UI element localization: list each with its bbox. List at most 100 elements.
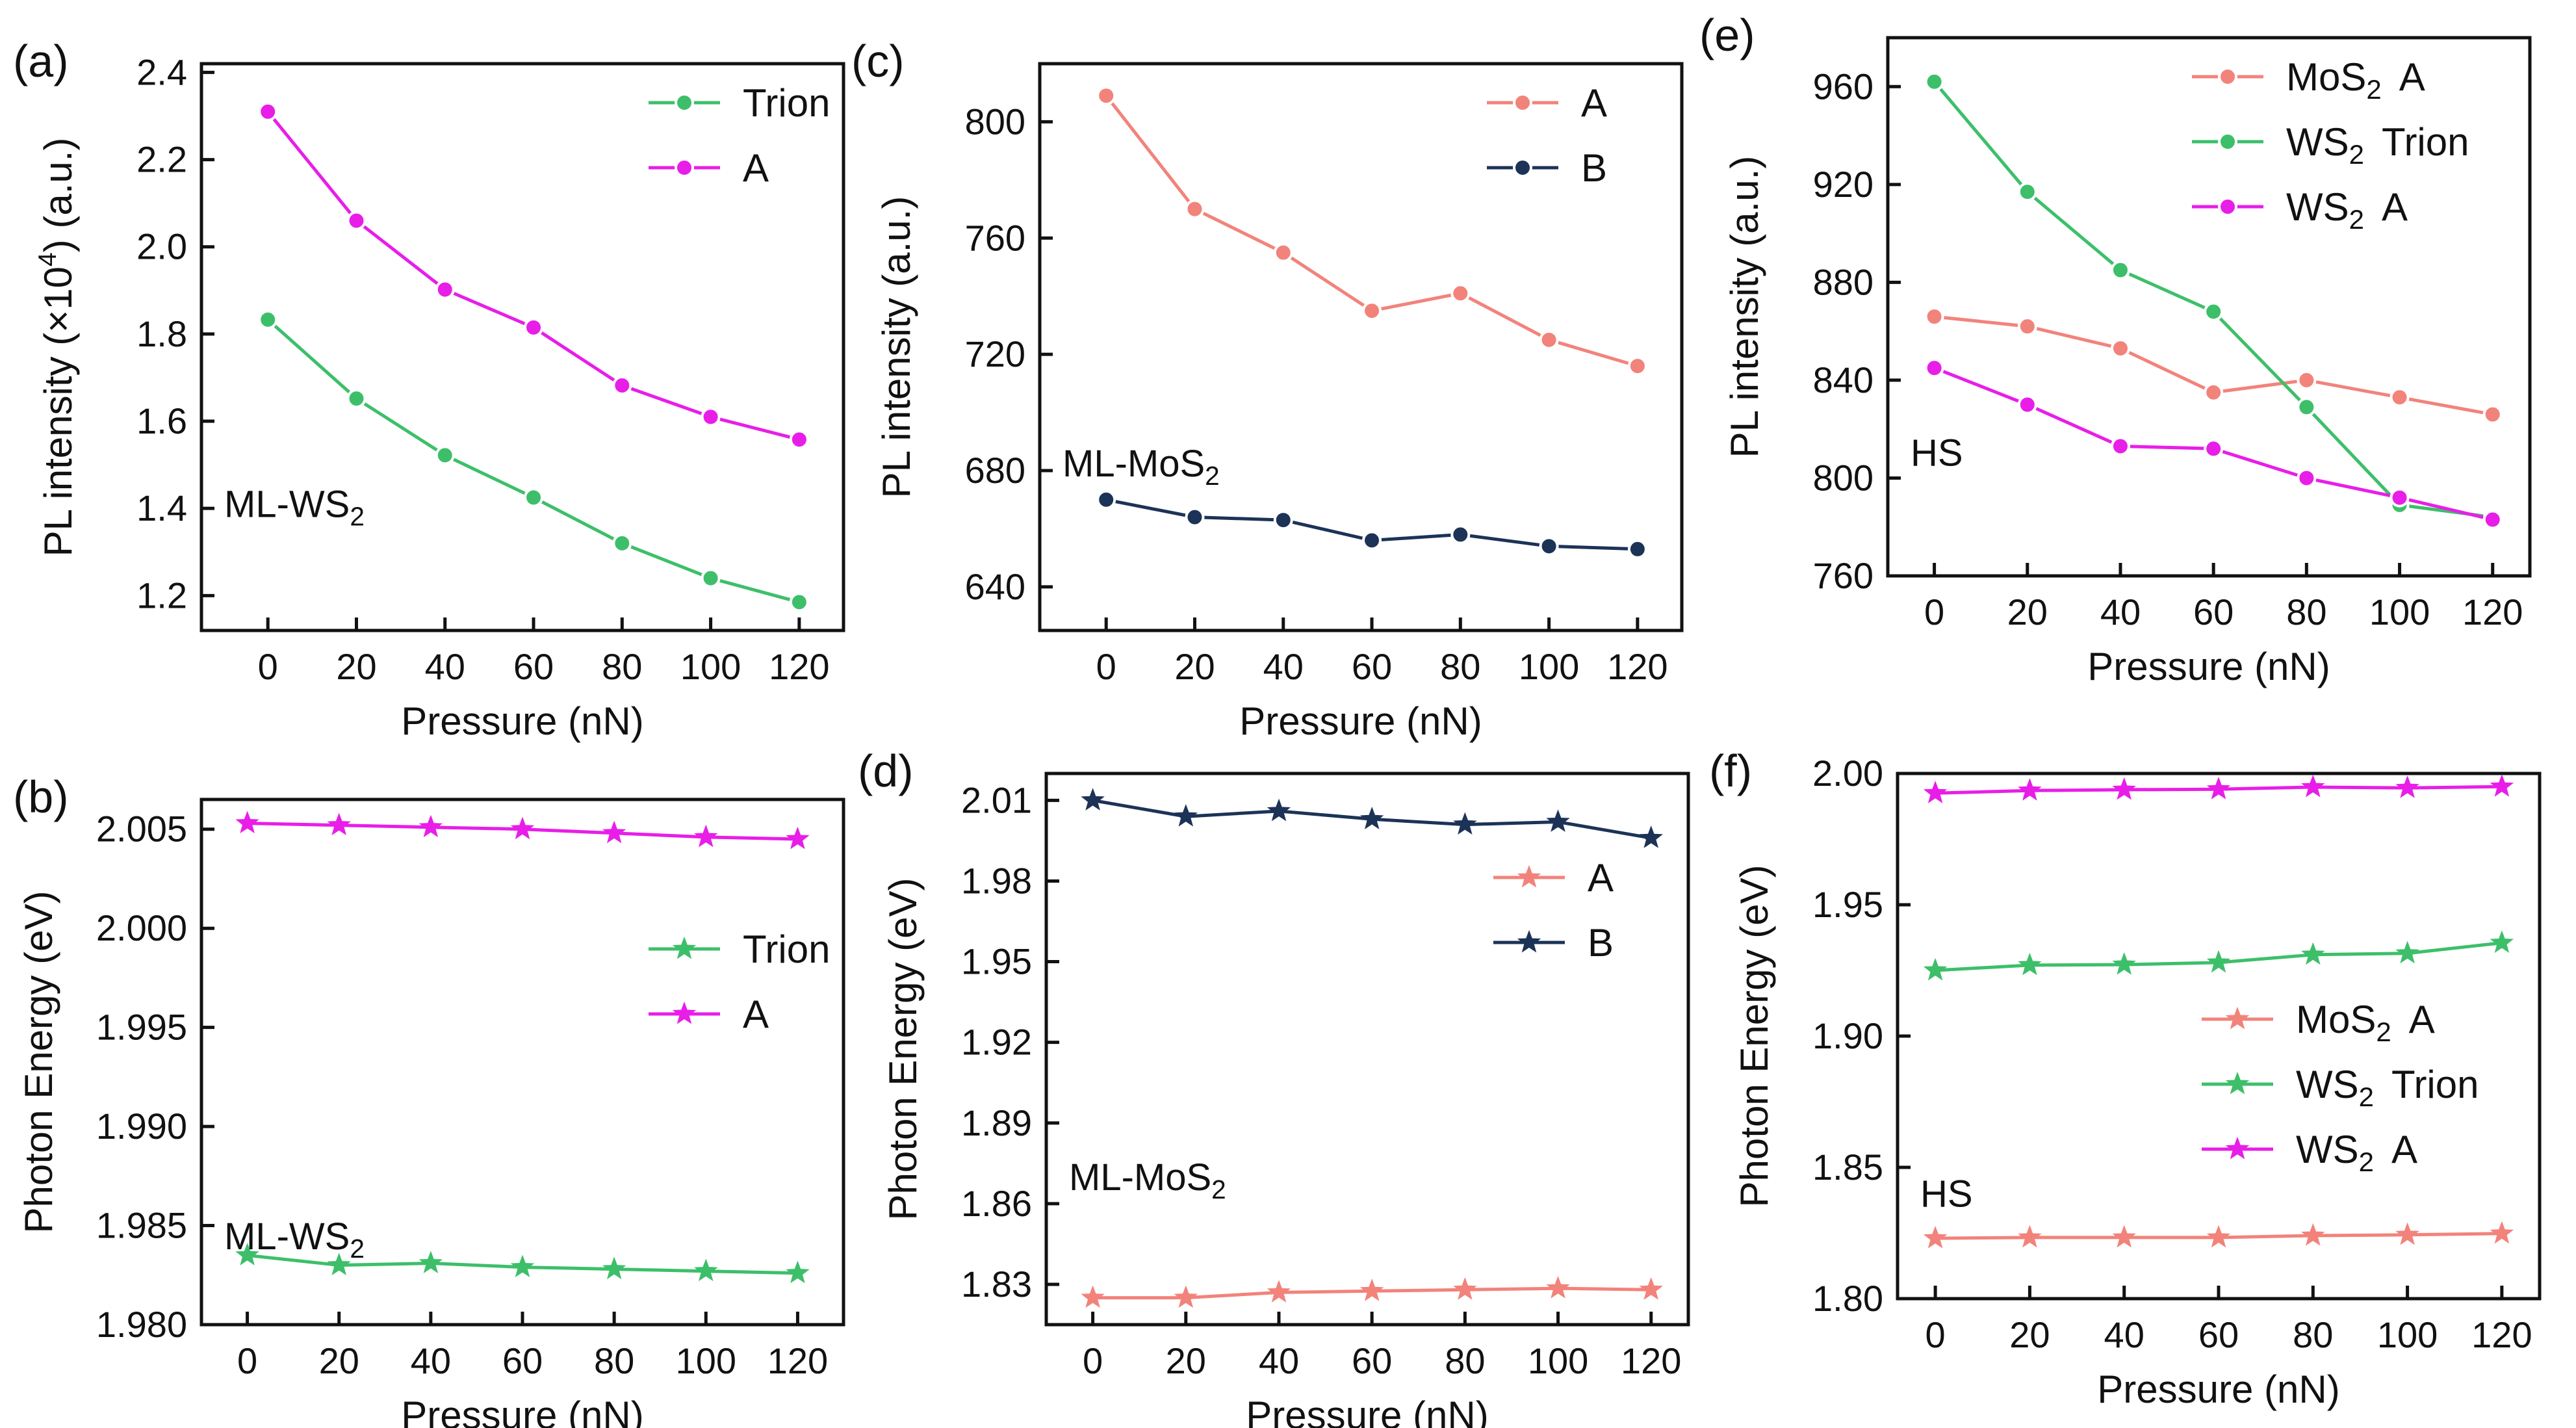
data-point [2389,487,2410,508]
data-point [2297,397,2317,417]
plot-frame [1038,62,1684,632]
data-point [524,317,544,337]
legend-marker [1517,929,1541,953]
plot-frame [1886,36,2532,578]
series-line-0 [266,318,800,604]
data-point [2301,774,2325,798]
data-point [1627,356,1647,376]
data-point [1639,825,1663,848]
y-tick-label: 1.90 [1812,1015,1883,1056]
data-point [789,592,809,612]
data-point [419,1251,443,1273]
data-point [2204,439,2224,459]
data-point [1539,330,1559,350]
x-axis-label: Pressure (nN) [2097,1368,2339,1411]
data-point [1546,809,1570,832]
data-point [694,824,718,848]
x-axis-label: Pressure (nN) [401,1394,643,1428]
data-point [2017,395,2037,415]
x-tick-label: 20 [1174,646,1215,687]
y-tick-label: 1.980 [96,1304,187,1345]
x-tick-label: 100 [1519,646,1579,687]
data-point [612,376,632,396]
x-tick-label: 120 [1607,646,1668,687]
data-point [1273,510,1293,530]
x-tick-label: 20 [319,1340,359,1381]
data-point [2482,404,2503,424]
data-point [346,211,367,231]
data-point [1359,1279,1384,1301]
data-point [435,445,455,465]
data-point [2206,950,2231,973]
x-axis-label: Pressure (nN) [1239,699,1482,743]
data-point [1453,1277,1477,1300]
data-point [701,407,721,427]
y-tick-label: 640 [965,566,1025,607]
data-point [1267,1280,1291,1303]
x-tick-label: 80 [594,1340,634,1381]
data-point [1185,199,1205,219]
sample-annotation: ML-WS2 [224,484,365,532]
y-tick-label: 1.4 [136,487,187,528]
legend-marker [672,936,697,959]
data-point [2395,1222,2419,1245]
data-point [1627,539,1647,559]
legend-label: Trion [743,81,830,125]
x-tick-label: 20 [2007,591,2048,632]
sample-annotation: HS [1920,1173,1973,1215]
legend-marker [2218,132,2237,151]
y-tick-label: 2.2 [136,139,187,180]
x-tick-label: 100 [1528,1340,1588,1381]
y-axis-label: PL intensity (×104) (a.u.) [34,138,80,557]
x-tick-label: 40 [1263,646,1304,687]
panel-label: (f) [1709,746,1752,796]
data-point [1539,536,1559,556]
legend-marker [1517,864,1541,888]
x-tick-label: 40 [2104,1314,2145,1355]
y-tick-label: 880 [1813,261,1874,302]
legend-marker [2225,1006,2250,1030]
data-point [2301,1223,2325,1246]
data-point [1096,489,1116,510]
y-tick-label: 2.000 [96,907,187,948]
data-point [346,389,367,409]
panel-label: (a) [13,36,69,86]
x-tick-label: 100 [2369,591,2430,632]
x-tick-label: 20 [2009,1314,2050,1355]
data-point [2297,370,2317,390]
y-axis-label: Photon Energy (eV) [1732,865,1776,1208]
data-point [2110,338,2130,358]
y-tick-label: 1.8 [136,313,187,354]
data-point [2490,930,2514,954]
data-point [419,814,443,838]
data-point [2018,778,2042,801]
y-tick-label: 720 [965,333,1025,374]
data-point [258,309,278,330]
data-point [235,811,259,834]
x-axis-label: Pressure (nN) [1246,1394,1488,1428]
y-tick-label: 2.0 [136,226,187,267]
data-point [2490,774,2514,797]
x-tick-label: 0 [258,646,278,687]
y-axis-label: Photon Energy (eV) [881,878,925,1221]
y-axis-label: PL intensity (a.u.) [875,196,918,499]
data-point [235,1243,259,1266]
data-point [2017,317,2037,337]
data-point [1174,1285,1198,1308]
data-point [258,101,278,122]
legend-label: A [1588,856,1614,900]
data-point [1185,507,1205,527]
legend-label: WS2 Trion [2296,1063,2479,1112]
y-tick-label: 920 [1813,164,1874,205]
x-tick-label: 120 [1621,1340,1681,1381]
data-point [2017,182,2037,202]
data-point [1924,358,1944,378]
data-point [786,826,810,850]
panel-e: 0 20 40 60 80 100 120 760 800 840 880 920 960 Pressur… [1699,10,2532,688]
x-tick-label: 40 [1259,1340,1299,1381]
legend-marker [2218,67,2237,86]
y-tick-label: 2.00 [1812,753,1883,794]
legend-label: WS2 Trion [2286,120,2469,170]
data-point [701,568,721,588]
data-point [612,533,632,553]
